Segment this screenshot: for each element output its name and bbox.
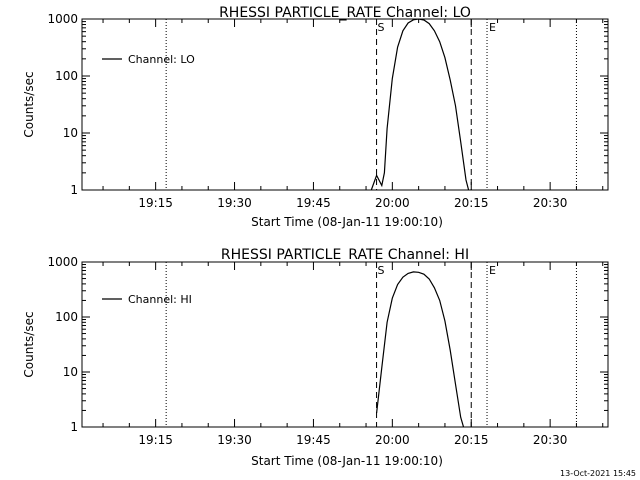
x-tick-label: 20:15: [454, 433, 489, 447]
y-tick-label: 10: [63, 365, 78, 379]
end-marker-label: E: [489, 21, 496, 34]
y-tick-label: 1: [70, 420, 78, 434]
x-tick-label: 19:15: [138, 433, 173, 447]
y-tick-label: 1000: [47, 255, 78, 269]
legend-label: Channel: HI: [128, 293, 192, 306]
start-marker-label: S: [378, 21, 385, 34]
y-axis-label: Counts/sec: [22, 71, 36, 137]
chart-title: RHESSI PARTICLE_RATE Channel: HI: [221, 247, 469, 263]
x-tick-label: 19:30: [217, 433, 252, 447]
series-line: [376, 271, 465, 427]
plot-frame: [81, 18, 609, 191]
x-tick-label: 20:30: [533, 433, 568, 447]
series-line: [370, 19, 470, 190]
x-axis-label: Start Time (08-Jan-11 19:00:10): [251, 454, 443, 468]
x-tick-label: 20:15: [454, 196, 489, 210]
x-axis-label: Start Time (08-Jan-11 19:00:10): [251, 215, 443, 229]
x-tick-label: 20:00: [375, 196, 410, 210]
end-marker-label: E: [489, 264, 496, 277]
x-tick-label: 19:15: [138, 196, 173, 210]
chart-panel-lo: RHESSI PARTICLE_RATE Channel: LO Counts/s…: [22, 5, 609, 229]
chart-panel-hi: RHESSI PARTICLE_RATE Channel: HI Counts/s…: [22, 247, 609, 468]
x-tick-label: 19:30: [217, 196, 252, 210]
x-tick-label: 19:45: [296, 196, 331, 210]
y-tick-label: 10: [63, 126, 78, 140]
plot-frame: [81, 261, 609, 428]
y-tick-label: 100: [55, 310, 78, 324]
y-tick-label: 1: [70, 183, 78, 197]
x-tick-label: 19:45: [296, 433, 331, 447]
footer-timestamp: 13-Oct-2021 15:45: [560, 469, 636, 478]
chart-title: RHESSI PARTICLE_RATE Channel: LO: [219, 5, 471, 21]
y-tick-label: 1000: [47, 12, 78, 26]
legend-label: Channel: LO: [128, 53, 195, 66]
y-tick-label: 100: [55, 69, 78, 83]
y-axis-label: Counts/sec: [22, 311, 36, 377]
start-marker-label: S: [378, 264, 385, 277]
x-tick-label: 20:30: [533, 196, 568, 210]
x-tick-label: 20:00: [375, 433, 410, 447]
